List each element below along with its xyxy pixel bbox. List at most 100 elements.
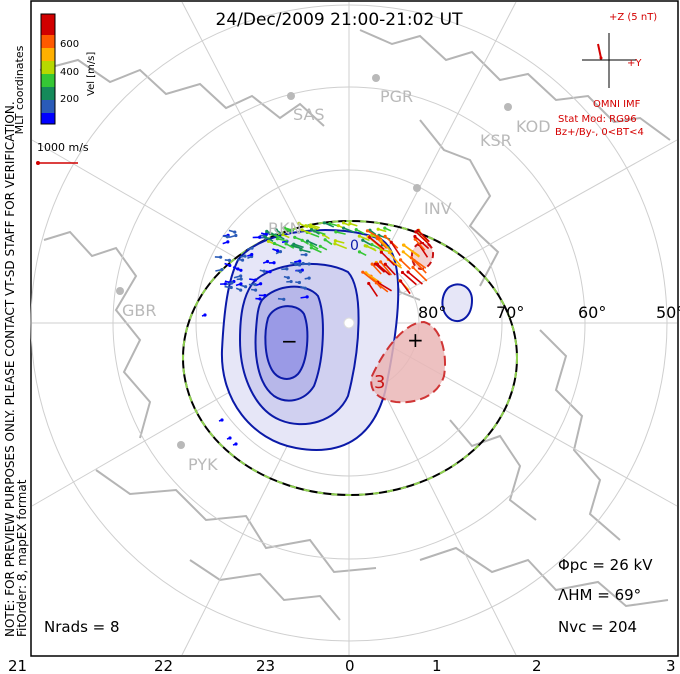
station-label-inv: INV <box>424 199 452 218</box>
velocity-vector-dot-109 <box>282 226 286 230</box>
velocity-vector-dot-127 <box>367 281 371 286</box>
velocity-vector-dot-139 <box>383 262 387 266</box>
velocity-vector-dot-92 <box>341 221 346 225</box>
velocity-vector-dot-2 <box>243 285 248 289</box>
reference-vector-dot <box>36 161 40 165</box>
velocity-vector-122 <box>371 263 382 275</box>
velocity-vector-141 <box>415 231 432 247</box>
velocity-vector-146 <box>400 259 412 270</box>
velocity-vector-dot-100 <box>309 227 314 231</box>
coordinate-label: MLT coordinates <box>13 45 26 134</box>
station-sas: SAS <box>287 92 325 124</box>
velocity-vector-dot-105 <box>357 250 362 254</box>
velocity-vector-dot-114 <box>305 239 310 243</box>
velocity-vector-dot-0 <box>262 269 266 273</box>
negative-cell <box>220 228 400 451</box>
imf-y-label: +Y <box>627 58 642 69</box>
velocity-vector-98 <box>334 243 348 250</box>
velocity-vector-dot-111 <box>323 238 327 242</box>
velocity-vector-dot-10 <box>286 276 290 280</box>
velocity-vector-dot-146 <box>398 258 403 262</box>
velocity-vector-133 <box>380 261 392 276</box>
velocity-vector-dot-130 <box>406 270 410 274</box>
velocity-vector-dot-23 <box>220 267 224 272</box>
colorbar-label: Vel [m/s] <box>86 52 97 96</box>
velocity-vector-dot-27 <box>228 263 232 268</box>
velocity-vector-dot-142 <box>365 229 370 233</box>
velocity-vector-dot-76 <box>370 242 374 247</box>
velocity-vector-dot-152 <box>389 240 393 244</box>
velocity-vector-dot-17 <box>253 278 258 282</box>
velocity-vector-132 <box>399 280 411 295</box>
velocity-vector-dot-44 <box>298 270 303 274</box>
velocity-vector-dot-69 <box>300 238 304 242</box>
velocity-vector-145 <box>362 271 376 283</box>
velocity-vector-dot-156 <box>234 442 238 446</box>
velocity-vector-dot-47 <box>227 258 232 262</box>
velocity-vector-108 <box>305 224 317 230</box>
velocity-vector-dot-50 <box>239 274 243 278</box>
velocity-vector-dot-58 <box>226 240 230 244</box>
mlt-label-2: 2 <box>532 657 542 674</box>
velocity-vector-dot-43 <box>253 288 258 292</box>
stat-n-rads: Nrads = 8 <box>44 618 120 636</box>
velocity-vector-dot-136 <box>409 256 413 260</box>
velocity-vector-dot-102 <box>354 228 358 232</box>
station-label-rkn: RKN <box>268 219 302 238</box>
velocity-vector-dot-90 <box>292 242 296 246</box>
velocity-vector-dot-101 <box>263 235 267 239</box>
velocity-vector-dot-46 <box>223 282 228 286</box>
velocity-vector-dot-64 <box>333 239 337 243</box>
velocity-vector-150 <box>414 235 430 250</box>
velocity-vector-dot-59 <box>301 261 305 266</box>
station-ksr: KSR <box>480 131 512 150</box>
velocity-vector-dot-19 <box>307 262 311 266</box>
velocity-vector-dot-56 <box>268 270 272 274</box>
station-label-gbr: GBR <box>122 301 157 320</box>
negative-potential-marker: − <box>281 329 298 353</box>
velocity-vector-dot-4 <box>234 233 238 238</box>
contour-label-3: 3 <box>374 372 385 393</box>
velocity-vector-117 <box>418 244 429 258</box>
velocity-vector-dot-151 <box>411 265 415 269</box>
velocity-vector-70 <box>300 248 311 253</box>
velocity-vector-dot-158 <box>220 418 224 422</box>
positive-cell <box>370 320 446 404</box>
velocity-vector-dot-82 <box>266 239 271 243</box>
map-title: 24/Dec/2009 21:00-21:02 UT <box>216 10 464 30</box>
velocity-vector-dot-78 <box>318 244 322 248</box>
velocity-vector-dot-30 <box>225 235 230 239</box>
velocity-vector-153 <box>380 240 393 253</box>
stat-lambda-hm: ΛHM = 69° <box>558 586 641 604</box>
velocity-vector-dot-153 <box>379 239 383 243</box>
preview-note: NOTE: FOR PREVIEW PURPOSES ONLY. PLEASE … <box>3 101 17 637</box>
mlt-label-3: 3 <box>666 657 676 674</box>
velocity-vector-dot-148 <box>374 281 378 285</box>
mlt-label-23: 23 <box>256 657 275 674</box>
velocity-vector-dot-29 <box>275 249 280 253</box>
imf-stat-mod: Stat Mod: RG96 <box>558 114 637 125</box>
mlt-label-0: 0 <box>345 657 355 674</box>
velocity-vector-87 <box>335 231 346 235</box>
velocity-vector-dot-155 <box>228 436 232 440</box>
velocity-vector-109 <box>284 227 295 232</box>
velocity-vector-dot-132 <box>399 279 403 283</box>
hm-boundary-dash <box>182 220 518 496</box>
latitude-label-60: 60° <box>578 303 606 322</box>
velocity-vector-110 <box>274 242 286 250</box>
velocity-vector-dot-99 <box>284 242 288 246</box>
colorbar-tick-600: 600 <box>60 39 79 50</box>
velocity-vector-dot-97 <box>265 229 269 233</box>
velocity-vector-83 <box>359 235 370 242</box>
velocity-vector-dot-91 <box>274 228 278 232</box>
velocity-vector-dot-25 <box>250 246 254 250</box>
velocity-vector-dot-49 <box>243 254 247 258</box>
velocity-vector-dot-115 <box>401 250 405 254</box>
pole-marker <box>343 317 355 329</box>
velocity-vector-dot-39 <box>307 276 311 280</box>
velocity-vector-144 <box>376 263 391 276</box>
velocity-vector-dot-31 <box>272 261 276 265</box>
velocity-vector-dot-150 <box>413 234 417 239</box>
velocity-vector-dot-5 <box>258 297 262 301</box>
